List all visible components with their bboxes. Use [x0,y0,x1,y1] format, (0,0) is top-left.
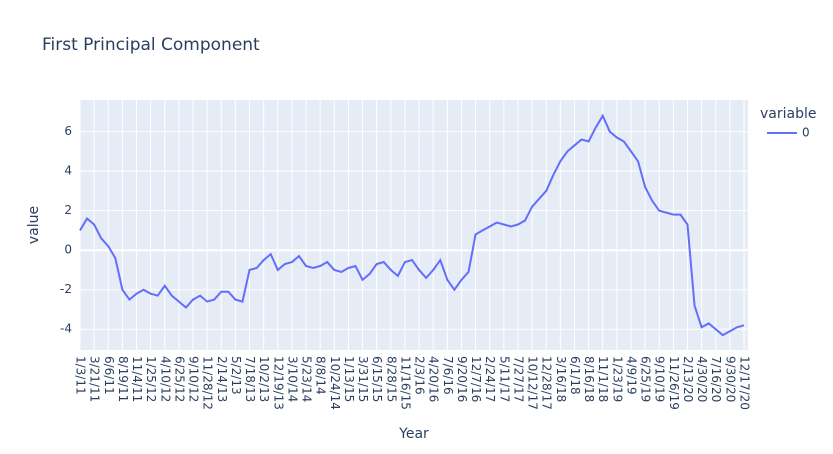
x-tick-label: 6/15/15 [370,356,384,402]
x-tick-label: 10/2/13 [257,356,271,402]
x-tick-label: 11/28/12 [201,356,215,410]
x-tick-label: 4/30/20 [695,356,709,402]
x-tick-label: 7/16/20 [709,356,723,402]
x-tick-label: 8/8/14 [314,356,328,395]
x-tick-label: 8/16/18 [582,356,596,402]
y-tick-label: 6 [64,124,72,138]
x-tick-label: 11/26/19 [667,356,681,410]
x-tick-label: 10/24/14 [328,356,342,410]
x-tick-label: 3/31/15 [356,356,370,402]
y-tick-label: -4 [60,322,72,336]
x-tick-label: 11/1/18 [596,356,610,402]
x-tick-label: 4/20/16 [427,356,441,402]
x-tick-label: 1/3/11 [74,356,88,395]
x-tick-label: 8/19/11 [116,356,130,402]
x-tick-label: 9/10/19 [653,356,667,402]
x-tick-label: 6/25/19 [639,356,653,402]
x-tick-label: 10/12/17 [526,356,540,410]
x-tick-label: 6/25/12 [172,356,186,402]
x-tick-label: 9/30/20 [723,356,737,402]
x-tick-label: 11/16/15 [398,356,412,410]
x-tick-label: 9/10/12 [187,356,201,402]
x-tick-label: 1/25/12 [144,356,158,402]
x-tick-label: 12/7/16 [469,356,483,402]
x-tick-label: 4/10/12 [158,356,172,402]
x-tick-label: 11/4/11 [130,356,144,402]
x-tick-label: 3/16/18 [554,356,568,402]
plot-area [80,100,748,350]
x-tick-label: 2/13/20 [681,356,695,402]
x-tick-label: 3/10/14 [285,356,299,402]
x-tick-label: 1/13/15 [342,356,356,402]
x-tick-label: 5/11/17 [497,356,511,402]
x-tick-label: 6/1/18 [568,356,582,395]
x-tick-label: 7/6/16 [441,356,455,395]
x-tick-label: 5/2/13 [229,356,243,395]
y-tick-label: 4 [64,164,72,178]
x-axis-title: Year [398,426,429,442]
y-axis-title: value [26,206,42,244]
x-tick-label: 12/17/20 [738,356,752,410]
x-tick-label: 2/3/16 [413,356,427,395]
x-tick-label: 9/20/16 [455,356,469,402]
x-tick-label: 7/18/13 [243,356,257,402]
x-tick-label: 12/28/17 [540,356,554,410]
chart-title: First Principal Component [42,35,260,55]
x-tick-label: 2/24/17 [483,356,497,402]
y-tick-label: -2 [60,282,72,296]
x-tick-label: 5/23/14 [300,356,314,402]
x-tick-label: 6/6/11 [102,356,116,395]
x-tick-label: 2/14/13 [215,356,229,402]
x-tick-label: 8/28/15 [384,356,398,402]
legend-title: variable [760,106,816,122]
y-tick-label: 2 [64,203,72,217]
x-tick-label: 3/21/11 [88,356,102,402]
y-tick-label: 0 [64,243,72,257]
x-tick-label: 4/9/19 [624,356,638,395]
legend-label: 0 [802,126,810,140]
x-tick-label: 1/23/19 [610,356,624,402]
x-tick-label: 7/27/17 [511,356,525,402]
data-line [79,113,745,337]
x-tick-label: 12/19/13 [271,356,285,410]
